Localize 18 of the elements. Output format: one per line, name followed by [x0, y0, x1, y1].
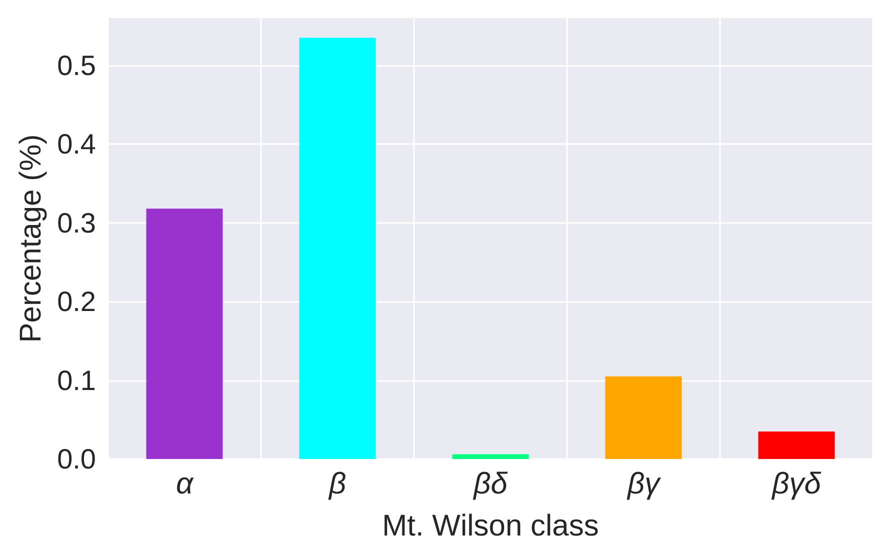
bar: [758, 431, 835, 459]
y-tick-label: 0.1: [57, 364, 96, 396]
y-tick-label: 0.3: [57, 207, 96, 238]
x-axis-title: Mt. Wilson class: [382, 510, 599, 542]
x-tick-label: β: [328, 468, 346, 500]
x-tick-label: βγ: [626, 468, 662, 500]
y-tick-label: 0.2: [57, 286, 96, 317]
bar: [605, 376, 682, 459]
x-tick-label: α: [176, 468, 194, 500]
bar: [299, 38, 376, 459]
y-tick-label: 0.4: [57, 128, 96, 160]
bar: [452, 454, 529, 459]
x-tick-label: βγδ: [771, 468, 822, 500]
bar: [146, 208, 223, 459]
x-tick-label: βδ: [472, 468, 508, 500]
y-axis-title: Percentage (%): [14, 134, 48, 343]
y-tick-label: 0.5: [57, 50, 96, 81]
y-tick-label: 0.0: [57, 444, 96, 474]
